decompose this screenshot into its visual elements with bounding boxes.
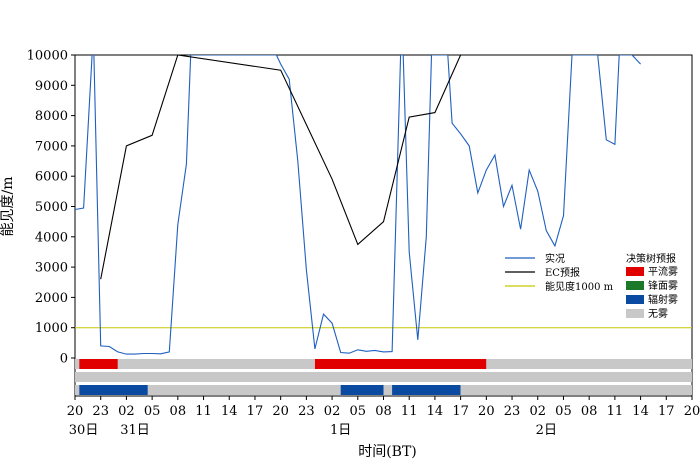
forecast-segment [79,385,148,395]
x-tick-label: 23 [92,404,109,419]
forecast-legend-title: 决策树预报 [626,252,676,265]
y-tick-label: 1000 [35,321,68,336]
series-line [100,55,462,280]
x-axis-label: 时间(BT) [358,444,417,460]
forecast-segment [79,359,118,369]
forecast-segment [147,385,341,395]
plot-frame [74,54,693,397]
forecast-segment [75,359,80,369]
y-tick-label: 8000 [35,109,68,124]
y-tick-label: 10000 [27,49,68,64]
x-tick-label: 17 [452,404,469,419]
x-tick-label: 17 [658,404,675,419]
x-tick-label: 14 [632,404,649,419]
x-tick-label: 02 [529,404,546,419]
date-label: 30日 [69,423,99,438]
forecast-segment [117,359,315,369]
y-tick-label: 5000 [35,200,68,215]
y-tick-label: 9000 [35,79,68,94]
x-tick-label: 23 [298,404,315,419]
legend-category-label: 无雾 [648,308,668,320]
x-axis: 20 23 02 05 08 11 14 17 20 23 02 05 08 11 14 17 20 23 02 05… [67,396,700,438]
forecast-segment [383,385,393,395]
x-tick-label: 02 [324,404,341,419]
x-tick-label: 23 [504,404,521,419]
forecast-segment [486,359,692,369]
y-tick-label: 7000 [35,139,68,154]
x-tick-label: 11 [607,404,624,419]
series-line [75,55,641,355]
x-tick-label: 20 [67,404,84,419]
x-tick-label: 14 [427,404,444,419]
x-tick-label: 20 [684,404,700,419]
y-axis: 0 1000 2000 3000 4000 5000 6000 7000 8000 9000 100… [27,49,75,367]
legend-category-swatch [626,309,644,318]
y-tick-label: 3000 [35,261,68,276]
x-tick-label: 05 [144,404,161,419]
y-tick-label: 6000 [35,170,68,185]
data-series [75,55,641,355]
date-label: 2日 [536,423,557,438]
forecast-segment [460,385,692,395]
legend-label: EC预报 [545,266,580,279]
x-tick-label: 08 [581,404,598,419]
x-tick-label: 11 [195,404,212,419]
forecast-segment [340,385,384,395]
legend-category-swatch [626,267,644,276]
x-tick-label: 05 [555,404,572,419]
x-tick-label: 20 [478,404,495,419]
forecast-segment [314,359,487,369]
forecast-segment [75,385,80,395]
x-tick-label: 08 [170,404,187,419]
y-axis-label: 能见度/m [0,177,16,237]
date-label: 1日 [330,423,351,438]
x-tick-label: 02 [118,404,135,419]
y-tick-label: 4000 [35,230,68,245]
legend-category-swatch [626,295,644,304]
y-tick-label: 0 [60,352,68,367]
forecast-segment [75,372,692,382]
x-tick-label: 17 [247,404,264,419]
x-tick-label: 05 [350,404,367,419]
x-tick-label: 11 [401,404,418,419]
legend-label: 能见度1000 m [545,280,614,293]
x-tick-label: 20 [272,404,289,419]
legend-category-label: 辐射雾 [648,293,678,306]
date-label: 31日 [120,423,150,438]
forecast-segment [392,385,461,395]
x-tick-label: 08 [375,404,392,419]
legend-label: 实况 [545,252,565,265]
y-tick-label: 2000 [35,291,68,306]
legend-category-swatch [626,281,644,290]
x-tick-label: 14 [221,404,238,419]
legend-category-label: 锋面雾 [648,279,678,292]
legend-category-label: 平流雾 [648,265,678,278]
forecast-bars [75,359,692,395]
